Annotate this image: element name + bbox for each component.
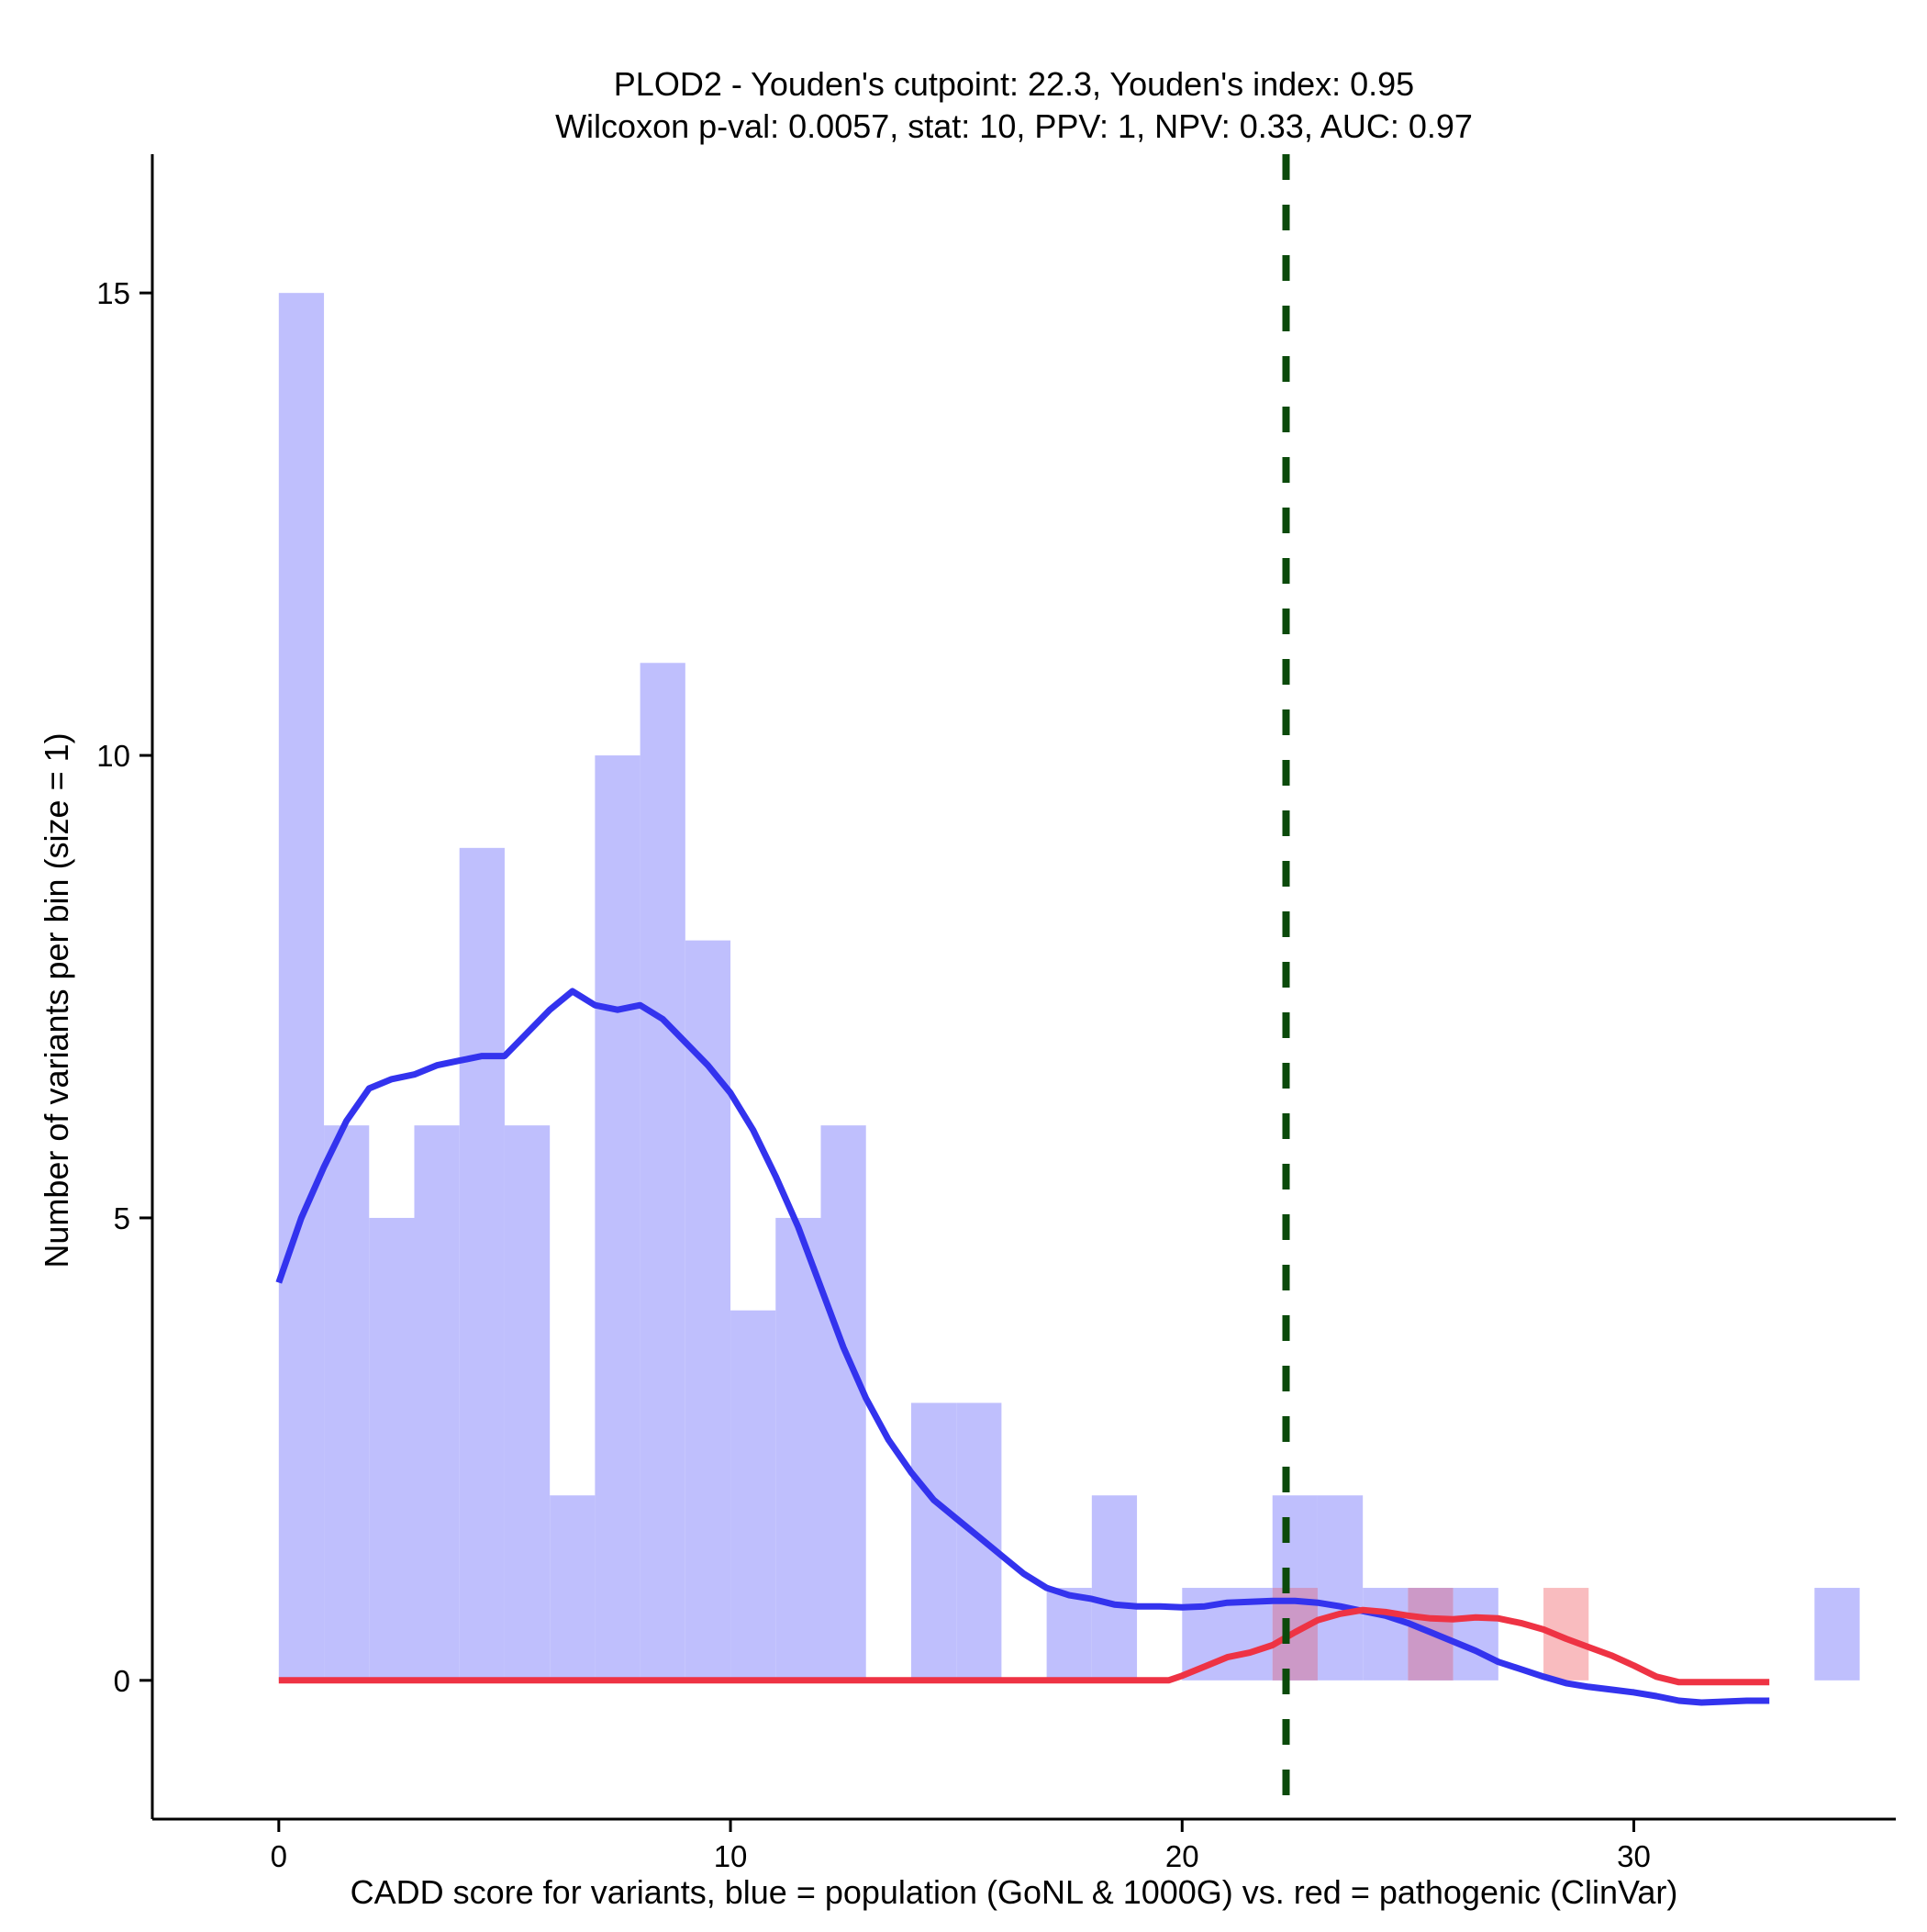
population-bar — [1046, 1588, 1092, 1681]
population-bar — [775, 1217, 821, 1681]
population-bar — [595, 755, 640, 1681]
x-tick-label: 0 — [271, 1839, 287, 1873]
population-bars — [278, 293, 1860, 1681]
population-bar — [1814, 1588, 1860, 1681]
x-tick-label: 30 — [1617, 1839, 1651, 1873]
population-bar — [1091, 1495, 1138, 1681]
population-bar — [459, 847, 505, 1681]
y-tick-label: 10 — [96, 739, 130, 773]
population-bar — [324, 1125, 370, 1681]
y-tick-label: 15 — [96, 276, 130, 310]
y-tick-label: 0 — [114, 1664, 130, 1698]
density-lines — [275, 988, 1770, 1706]
y-tick-label: 5 — [114, 1201, 130, 1235]
population-bar — [730, 1310, 776, 1681]
chart-title: PLOD2 - Youden's cutpoint: 22.3, Youden'… — [614, 65, 1414, 103]
population-bar — [414, 1125, 460, 1681]
x-tick-label: 20 — [1165, 1839, 1199, 1873]
axes: 0 10 20 30 0 5 10 15 — [96, 154, 1896, 1873]
population-bar — [1363, 1588, 1409, 1681]
chart-subtitle: Wilcoxon p-val: 0.0057, stat: 10, PPV: 1… — [555, 107, 1473, 145]
population-density-line — [275, 988, 1770, 1706]
pathogenic-density-line — [278, 1606, 1770, 1686]
population-bar — [369, 1217, 415, 1681]
y-axis-label: Number of variants per bin (size = 1) — [38, 732, 75, 1268]
x-tick-label: 10 — [714, 1839, 748, 1873]
population-bar — [820, 1125, 866, 1681]
population-bar — [550, 1495, 596, 1681]
population-bar — [1317, 1495, 1364, 1681]
x-axis-label: CADD score for variants, blue = populati… — [351, 1873, 1678, 1911]
population-bar — [504, 1125, 551, 1681]
population-bar — [956, 1402, 1002, 1681]
population-bar — [1453, 1588, 1498, 1681]
population-bar — [640, 663, 685, 1681]
population-bar — [910, 1402, 957, 1681]
population-bar — [278, 293, 325, 1681]
